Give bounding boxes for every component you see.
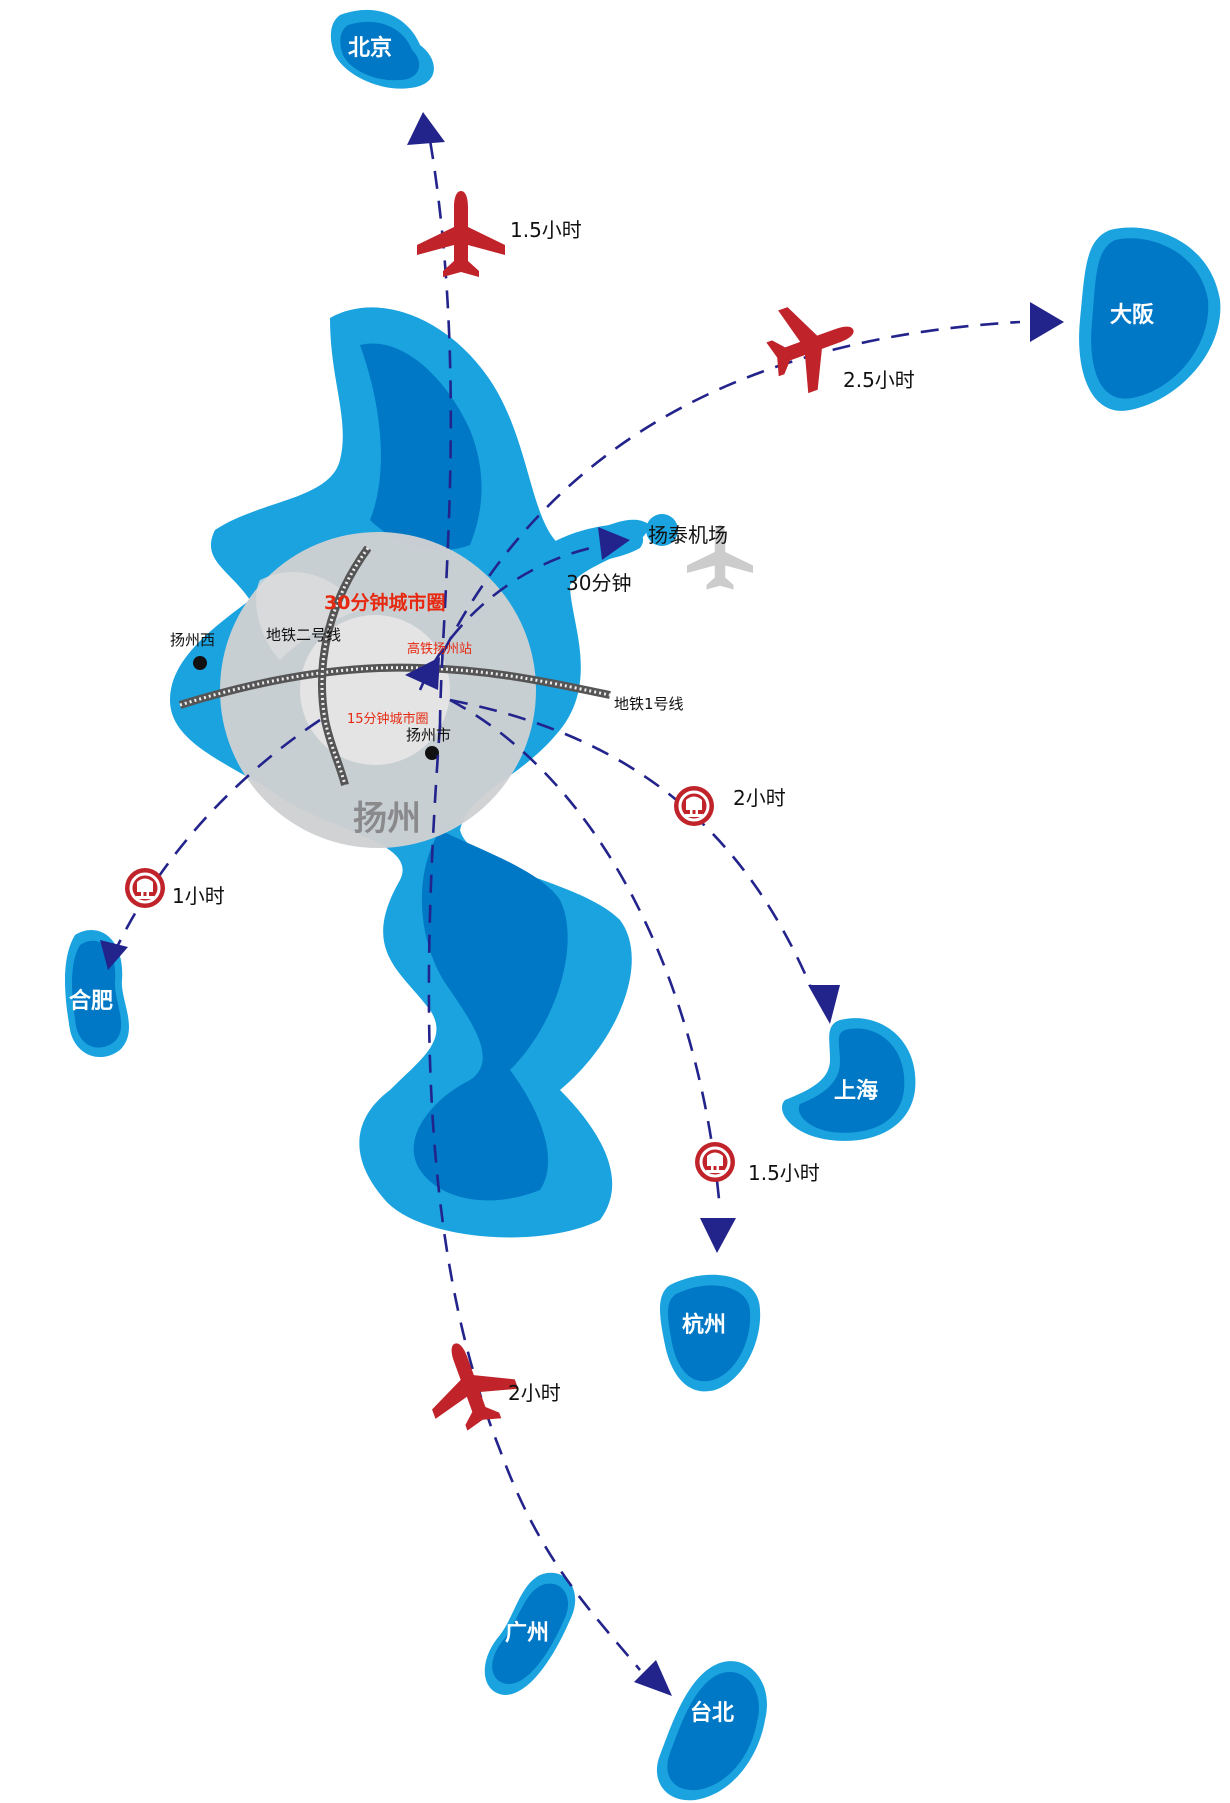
airport-dot-blob [646, 514, 678, 546]
transport-icons [123, 191, 869, 1440]
destination-labels: 北京 大阪 合肥 上海 杭州 广州 台北 [69, 35, 1154, 1726]
high-speed-rail-icon [123, 866, 167, 910]
label-ring-30: 30分钟城市圈 [324, 591, 445, 614]
route-shanghai-arrow [808, 985, 840, 1024]
blob-beijing-inner [340, 21, 420, 81]
label-taipei: 台北 [690, 1700, 734, 1726]
blob-hangzhou-inner [668, 1285, 751, 1382]
label-guangzhou: 广州 [505, 1620, 549, 1646]
label-ring-15: 15分钟城市圈 [347, 711, 429, 727]
label-hangzhou: 杭州 [682, 1312, 726, 1338]
label-station-west: 扬州西 [170, 631, 215, 649]
time-hangzhou: 1.5小时 [748, 1161, 820, 1185]
high-speed-rail-icon [693, 1140, 737, 1184]
label-shanghai: 上海 [834, 1078, 878, 1104]
time-hefei: 1小时 [172, 884, 225, 908]
central-blob-inner [360, 343, 568, 1201]
destination-blobs [65, 9, 1221, 1801]
route-osaka-arrow [1030, 302, 1064, 342]
circle-glare [256, 571, 360, 660]
time-airport: 30分钟 [566, 571, 631, 595]
route-osaka [428, 320, 1021, 681]
station-west-dot [193, 656, 207, 670]
circle-15min [300, 615, 450, 765]
center-labels: 30分钟城市圈 高铁扬州站 15分钟城市圈 地铁二号线 地铁1号线 扬州西 扬州… [170, 591, 684, 839]
route-airport [418, 543, 606, 691]
blob-osaka-inner [1091, 238, 1209, 399]
high-speed-rail-icon [672, 784, 716, 828]
route-hefei [116, 718, 321, 946]
route-hefei-arrow [100, 940, 128, 970]
metro-line-1-center [179, 666, 611, 707]
blob-shanghai-inner [798, 1028, 905, 1133]
label-metro-line-1: 地铁1号线 [614, 695, 684, 713]
time-taipei: 2小时 [508, 1381, 561, 1405]
route-shanghai [449, 698, 812, 986]
label-hsr-station: 高铁扬州站 [407, 641, 472, 657]
station-city-dot [425, 746, 439, 760]
metro-line-2-center [320, 547, 370, 786]
route-taipei-arrow [634, 1660, 672, 1696]
city-circle [220, 532, 536, 848]
route-center-arrow [405, 657, 440, 690]
time-shanghai: 2小时 [733, 786, 786, 810]
label-center-city: 扬州 [353, 799, 421, 839]
route-hangzhou-arrow [700, 1218, 736, 1253]
label-airport: 扬泰机场 [648, 523, 728, 547]
blob-guangzhou-inner [492, 1583, 569, 1685]
route-airport-arrow [598, 527, 630, 560]
label-station-city: 扬州市 [406, 726, 451, 744]
time-beijing: 1.5小时 [510, 218, 582, 242]
time-osaka: 2.5小时 [843, 368, 915, 392]
route-hangzhou [449, 698, 722, 1211]
label-beijing: 北京 [348, 35, 392, 61]
blob-taipei-inner [667, 1671, 759, 1791]
label-metro-line-2: 地铁二号线 [266, 626, 341, 644]
label-hefei: 合肥 [69, 988, 113, 1014]
route-beijing-arrow [407, 112, 445, 145]
airplane-icon [417, 191, 505, 277]
label-osaka: 大阪 [1110, 303, 1154, 328]
time-labels: 1.5小时 2.5小时 1小时 2小时 1.5小时 2小时 30分钟 扬泰机场 [172, 218, 915, 1405]
